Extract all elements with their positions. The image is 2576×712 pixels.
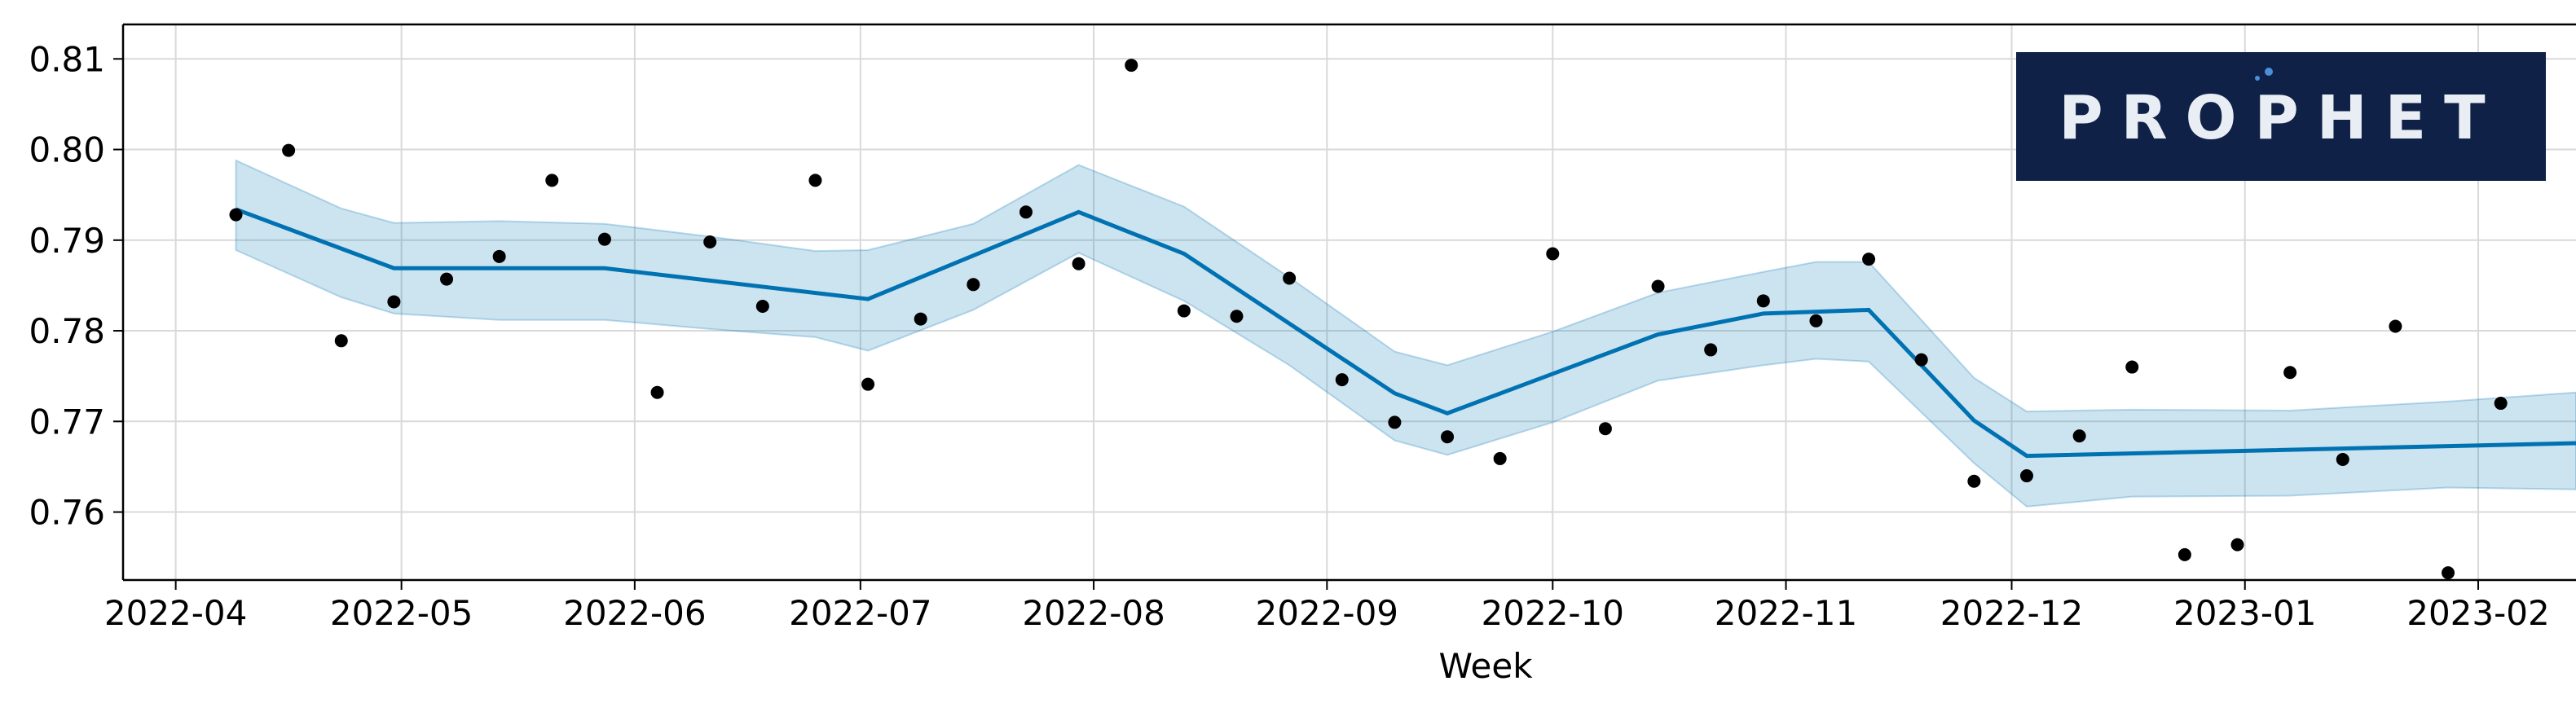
- observed-point: [1388, 415, 1402, 429]
- observed-point: [2230, 538, 2244, 552]
- observed-point: [914, 312, 927, 326]
- uncertainty-band: [235, 159, 2576, 508]
- observed-point: [1441, 430, 1455, 444]
- observed-point: [229, 208, 243, 222]
- observed-point: [2442, 566, 2455, 580]
- observed-point: [1651, 279, 1665, 293]
- observed-point: [1756, 294, 1770, 308]
- observed-point: [2072, 429, 2086, 443]
- axes: [121, 23, 2576, 582]
- x-axis-title: Week: [1438, 646, 1533, 686]
- observed-point: [1283, 271, 1297, 285]
- x-tick-label: 2022-07: [789, 593, 932, 633]
- y-tick-label: 0.78: [29, 311, 105, 351]
- y-tick-label: 0.80: [29, 130, 105, 170]
- observed-point: [967, 278, 980, 292]
- forecast-line: [235, 207, 2576, 459]
- observed-point: [1019, 205, 1033, 219]
- observed-point: [1335, 373, 1349, 387]
- y-axis-ticks: 0.76 0.77 0.78 0.79 0.80 0.81: [29, 39, 123, 533]
- observed-point: [1125, 59, 1138, 73]
- uncertainty-band-layer: [235, 159, 2576, 508]
- x-tick-label: 2022-11: [1715, 593, 1858, 633]
- observed-point: [1967, 474, 1981, 488]
- y-tick-label: 0.76: [29, 493, 105, 533]
- x-tick-label: 2022-06: [563, 593, 707, 633]
- observed-point: [1704, 343, 1718, 357]
- observed-point: [808, 174, 822, 187]
- x-tick-label: 2022-12: [1940, 593, 2084, 633]
- x-tick-label: 2022-05: [330, 593, 473, 633]
- observed-point: [1914, 353, 1928, 367]
- observed-point: [2177, 547, 2191, 561]
- logo-text: PROPHET: [2059, 83, 2503, 153]
- observed-point: [2494, 397, 2508, 411]
- observed-point: [1072, 257, 1085, 270]
- observed-point: [334, 334, 348, 348]
- x-tick-label: 2022-09: [1256, 593, 1399, 633]
- observed-point: [1493, 451, 1507, 465]
- y-tick-label: 0.81: [29, 39, 105, 79]
- observed-point: [1230, 310, 1244, 323]
- x-tick-label: 2022-08: [1022, 593, 1165, 633]
- observed-point: [861, 377, 875, 391]
- gridlines: [123, 24, 2576, 580]
- observed-point: [1546, 247, 1560, 261]
- logo-dot-small-icon: [2255, 76, 2260, 81]
- observed-point: [387, 295, 401, 309]
- observed-point: [2019, 469, 2033, 483]
- observed-point: [282, 143, 296, 157]
- logo-background: [2016, 52, 2546, 181]
- observed-point: [1809, 314, 1823, 327]
- y-tick-label: 0.77: [29, 402, 105, 442]
- y-tick-label: 0.79: [29, 221, 105, 261]
- observed-point: [2336, 453, 2349, 467]
- x-tick-label: 2022-04: [104, 593, 248, 633]
- observed-point: [755, 300, 769, 314]
- observed-point: [597, 232, 611, 246]
- observed-point: [1177, 304, 1191, 318]
- forecast-line-layer: [235, 207, 2576, 459]
- x-axis-ticks: 2022-04 2022-05 2022-06 2022-07 2022-08 2022-…: [104, 580, 2550, 633]
- x-tick-label: 2023-01: [2173, 593, 2317, 633]
- observed-point: [1598, 422, 1612, 436]
- logo-dot-icon: [2265, 68, 2273, 76]
- observed-point: [650, 385, 664, 399]
- observed-points-layer: [229, 59, 2508, 580]
- observed-point: [2389, 319, 2402, 333]
- observed-point: [703, 235, 717, 249]
- observed-point: [440, 272, 454, 286]
- observed-point: [1862, 253, 1876, 266]
- prophet-logo: PROPHET: [2016, 52, 2546, 181]
- observed-point: [545, 174, 559, 187]
- observed-point: [2125, 360, 2139, 374]
- x-tick-label: 2022-10: [1482, 593, 1625, 633]
- x-tick-label: 2023-02: [2406, 593, 2550, 633]
- observed-point: [2283, 366, 2297, 380]
- observed-point: [492, 249, 506, 263]
